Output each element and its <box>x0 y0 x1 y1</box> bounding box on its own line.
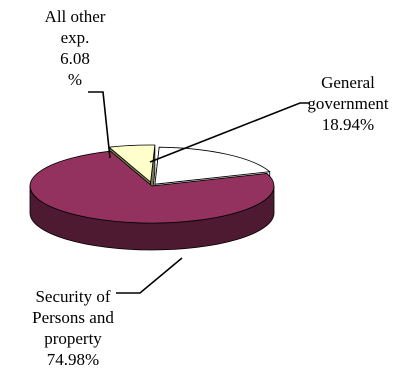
leader-lines <box>88 91 310 294</box>
label-line: exp. <box>60 28 90 47</box>
label-line: % <box>67 70 83 89</box>
leader-line-all-other <box>88 91 111 159</box>
slice-label-security: Security of Persons and property 74.98% <box>18 286 128 370</box>
slice-general <box>154 146 271 185</box>
leader-line-general-government <box>149 102 310 163</box>
label-value: 74.98% <box>46 350 100 369</box>
pie-tops <box>29 144 275 224</box>
label-line: property <box>44 329 102 348</box>
label-line: General <box>321 73 375 92</box>
label-line: Security of <box>35 287 111 306</box>
label-value: 18.94% <box>321 115 375 134</box>
slice-label-general-government: General government 18.94% <box>283 72 413 135</box>
slice-security-of <box>29 150 275 224</box>
label-line: government <box>307 94 389 113</box>
slice-label-all-other: All other exp. 6.08 % <box>30 6 120 90</box>
label-line: Persons and <box>32 308 114 327</box>
leader-line-security <box>116 257 183 294</box>
label-line: All other <box>44 7 106 26</box>
label-value: 6.08 <box>60 49 90 68</box>
